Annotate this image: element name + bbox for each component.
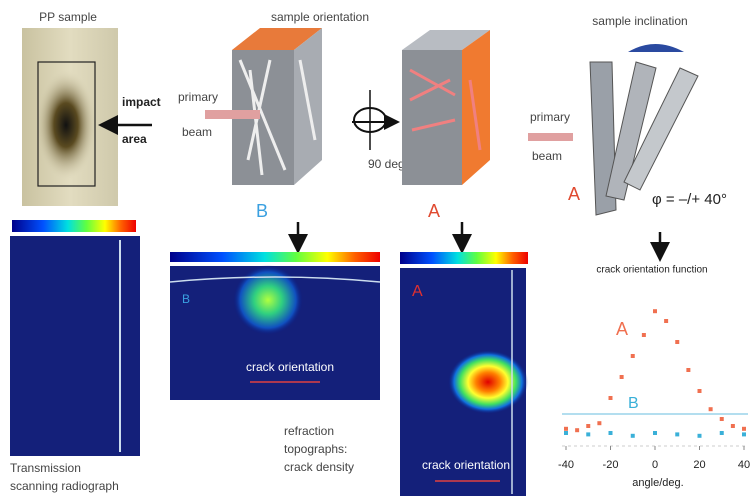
point [675, 432, 679, 436]
panel-title: sample orientation [271, 10, 369, 24]
point [564, 431, 568, 435]
intensity [233, 265, 303, 335]
x-tick-label: 40 [738, 459, 750, 471]
colorbar [400, 252, 528, 264]
point [664, 319, 668, 323]
label: crack orientation [422, 458, 510, 472]
block-side [462, 30, 490, 185]
caption: Transmission [10, 461, 81, 475]
point [597, 421, 601, 425]
point [698, 434, 702, 438]
label-a: A [428, 201, 440, 221]
x-tick-label: 20 [693, 459, 705, 471]
label-b: B [182, 292, 190, 306]
caption: refraction [284, 424, 334, 438]
point [631, 354, 635, 358]
tilt-marker [628, 44, 684, 52]
label-a: A [568, 184, 580, 204]
colorbar [170, 252, 380, 262]
colorbar [12, 220, 136, 232]
x-tick-label: -40 [558, 459, 574, 471]
point [564, 427, 568, 431]
point [575, 428, 579, 432]
label-a: A [412, 283, 423, 300]
panel-title: PP sample [39, 10, 97, 24]
point [586, 424, 590, 428]
x-tick-label: 0 [652, 459, 658, 471]
point [586, 432, 590, 436]
figure: PP sample sample orientation sample incl… [0, 0, 754, 498]
point [609, 431, 613, 435]
point [720, 431, 724, 435]
series-label: B [628, 395, 639, 412]
point [675, 340, 679, 344]
point [686, 368, 690, 372]
caption: topographs: [284, 442, 347, 456]
beam [205, 110, 260, 119]
label: primary [178, 90, 218, 104]
caption: crack density [284, 460, 354, 474]
point [742, 432, 746, 436]
impact-mark [36, 70, 96, 180]
plot-title: crack orientation function [596, 265, 707, 276]
beam [528, 133, 573, 141]
point [698, 389, 702, 393]
label: primary [530, 110, 570, 124]
point [720, 417, 724, 421]
label: beam [182, 125, 212, 139]
x-axis-label: angle/deg. [632, 477, 683, 489]
point [642, 333, 646, 337]
point [653, 431, 657, 435]
page: PP sample sample orientation sample incl… [0, 0, 754, 498]
point [731, 424, 735, 428]
x-tick-label: -20 [603, 459, 619, 471]
point [620, 375, 624, 379]
series-label: A [616, 319, 628, 339]
point [653, 309, 657, 313]
point [709, 407, 713, 411]
label: area [122, 132, 147, 146]
label: φ = –/+ 40° [652, 191, 727, 208]
label-b: B [256, 201, 268, 221]
panel-title: sample inclination [592, 14, 687, 28]
point [742, 427, 746, 431]
intensity [448, 350, 528, 414]
label: crack orientation [246, 360, 334, 374]
label: beam [532, 149, 562, 163]
label: impact [122, 95, 161, 109]
caption: scanning radiograph [10, 479, 119, 493]
point [609, 396, 613, 400]
point [631, 434, 635, 438]
